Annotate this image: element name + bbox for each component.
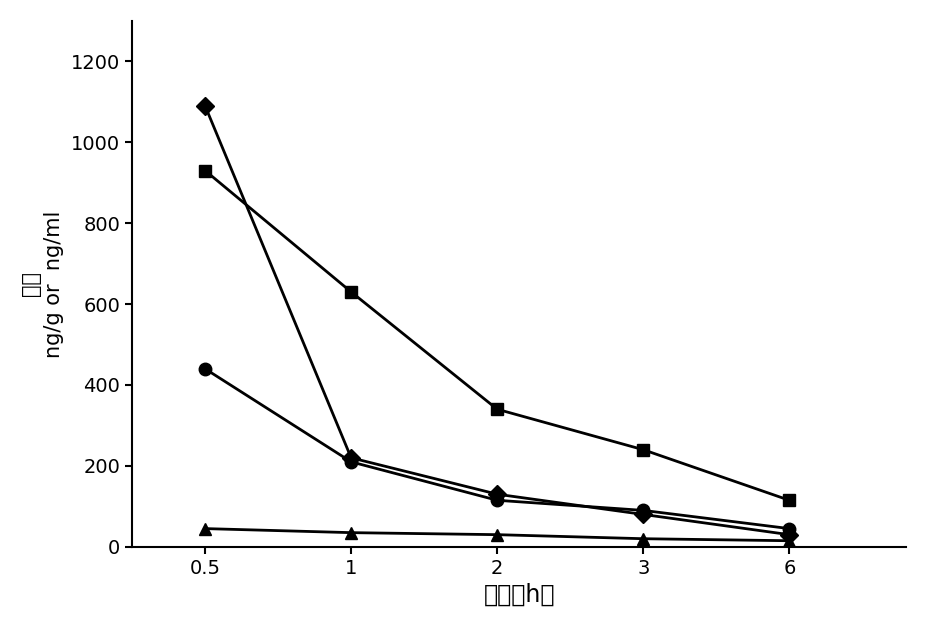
Y-axis label: 含量
ng/g or  ng/ml: 含量 ng/g or ng/ml [20,210,64,357]
X-axis label: 时间（h）: 时间（h） [483,583,555,607]
